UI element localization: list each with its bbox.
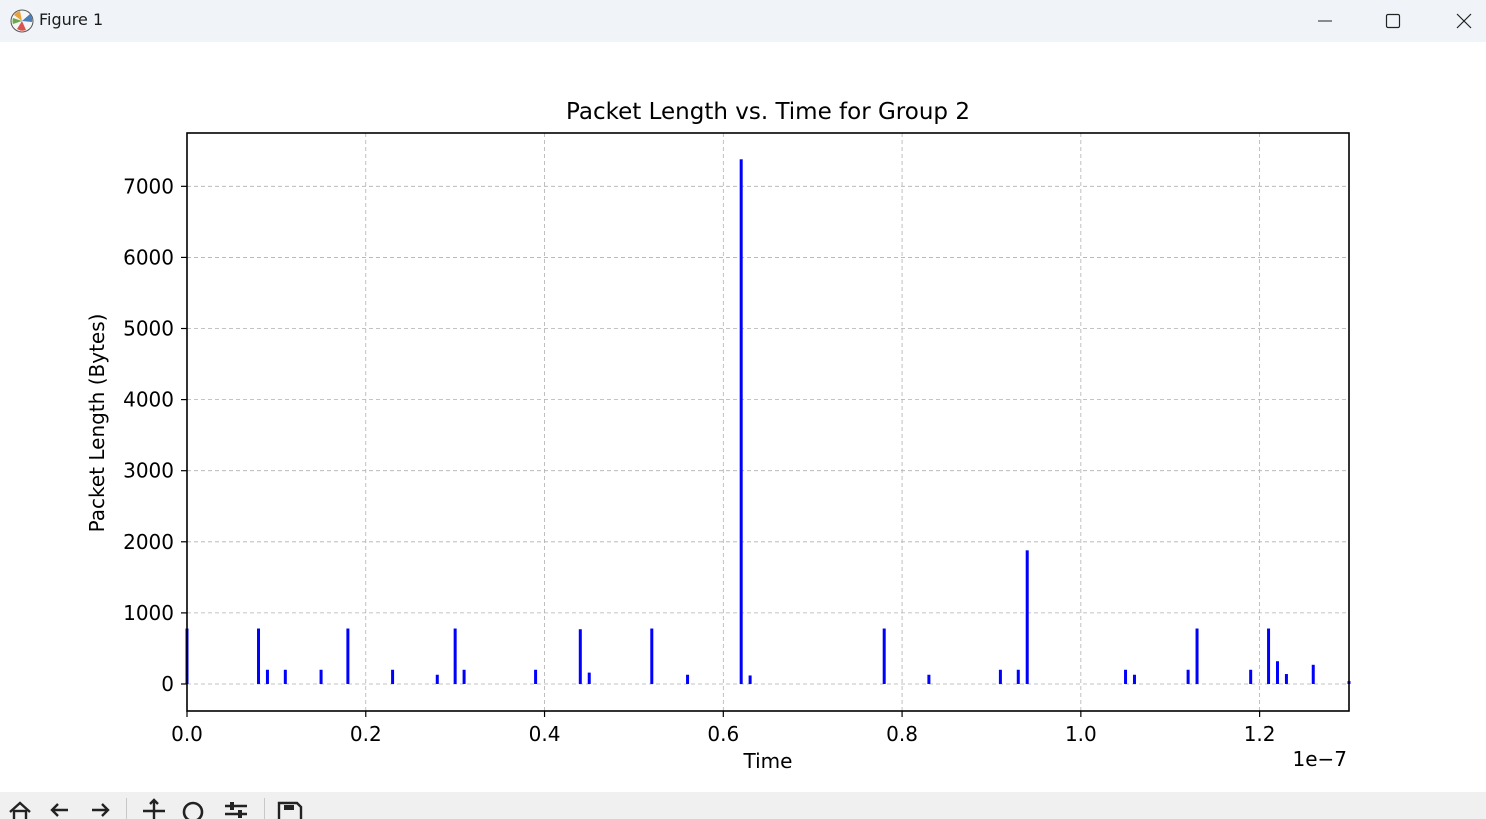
back-icon[interactable] bbox=[46, 798, 74, 819]
packet-bar bbox=[927, 674, 931, 684]
packet-bar bbox=[283, 669, 287, 684]
maximize-icon bbox=[1385, 13, 1401, 29]
chart-title: Packet Length vs. Time for Group 2 bbox=[566, 99, 970, 125]
packet-bar bbox=[578, 629, 582, 684]
y-tick-label: 0 bbox=[161, 672, 174, 696]
packet-bar bbox=[998, 669, 1002, 684]
packet-bar bbox=[1186, 669, 1190, 684]
packet-bar bbox=[534, 669, 538, 684]
minimize-icon bbox=[1318, 20, 1332, 22]
packet-bar bbox=[1124, 669, 1128, 684]
x-axis-label: Time bbox=[743, 749, 793, 773]
packet-bar bbox=[650, 628, 654, 684]
packet-bar bbox=[265, 669, 269, 684]
y-tick-label: 3000 bbox=[123, 459, 174, 483]
packet-bar bbox=[435, 674, 439, 684]
tick-layer: 0.0 0.2 0.4 0.6 0.8 1.0 1.2 0 1000 2000 3000 4000 50… bbox=[123, 174, 1275, 746]
grid-layer bbox=[186, 133, 1349, 711]
packet-bar bbox=[1275, 661, 1279, 684]
packet-bar bbox=[462, 669, 466, 684]
y-tick-label: 6000 bbox=[123, 245, 174, 269]
close-button[interactable] bbox=[1429, 0, 1486, 42]
packet-bar bbox=[1016, 669, 1020, 684]
window-title: Figure 1 bbox=[39, 10, 104, 29]
packet-bar bbox=[1025, 550, 1029, 684]
zoom-icon[interactable] bbox=[180, 798, 208, 819]
packet-bar bbox=[1311, 664, 1315, 684]
toolbar-separator bbox=[126, 798, 127, 819]
navigation-toolbar bbox=[0, 792, 1486, 819]
packet-bar bbox=[319, 669, 323, 684]
y-tick-label: 4000 bbox=[123, 388, 174, 412]
x-tick-label: 1.0 bbox=[1065, 722, 1097, 746]
figure-canvas[interactable]: 0.0 0.2 0.4 0.6 0.8 1.0 1.2 0 1000 2000 3000 4000 50… bbox=[0, 42, 1486, 792]
packet-bar bbox=[1249, 669, 1253, 684]
y-tick-label: 5000 bbox=[123, 317, 174, 341]
packet-bar bbox=[1195, 628, 1199, 684]
y-tick-label: 7000 bbox=[123, 174, 174, 198]
packet-bar bbox=[1267, 628, 1271, 684]
packet-bar bbox=[453, 628, 457, 684]
toolbar-separator bbox=[264, 798, 265, 819]
save-icon[interactable] bbox=[276, 798, 304, 819]
packet-bar bbox=[587, 672, 591, 684]
x-tick-label: 1.2 bbox=[1244, 722, 1276, 746]
packet-bar bbox=[1284, 674, 1288, 684]
axes-frame bbox=[186, 132, 1350, 712]
maximize-button[interactable] bbox=[1358, 0, 1428, 42]
minimize-button[interactable] bbox=[1290, 0, 1360, 42]
x-tick-label: 0.8 bbox=[886, 722, 918, 746]
packet-bar bbox=[739, 159, 743, 684]
y-tick-label: 2000 bbox=[123, 530, 174, 554]
y-tick-label: 1000 bbox=[123, 601, 174, 625]
packet-length-chart: 0.0 0.2 0.4 0.6 0.8 1.0 1.2 0 1000 2000 3000 4000 50… bbox=[85, 99, 1351, 773]
packet-bar bbox=[1132, 674, 1136, 684]
matplotlib-icon bbox=[10, 9, 34, 33]
packet-bar bbox=[748, 675, 752, 684]
packet-bar bbox=[686, 674, 690, 684]
bar-layer bbox=[185, 159, 1351, 684]
window-titlebar: Figure 1 bbox=[0, 0, 1486, 42]
packet-bar bbox=[257, 628, 261, 684]
x-tick-label: 0.6 bbox=[707, 722, 739, 746]
close-icon bbox=[1456, 13, 1472, 29]
y-axis-label: Packet Length (Bytes) bbox=[85, 314, 109, 533]
pan-icon[interactable] bbox=[140, 798, 168, 819]
packet-bar bbox=[882, 628, 886, 684]
x-tick-label: 0.4 bbox=[529, 722, 561, 746]
x-tick-label: 0.0 bbox=[171, 722, 203, 746]
packet-bar bbox=[391, 669, 395, 684]
x-tick-label: 0.2 bbox=[350, 722, 382, 746]
configure-subplots-icon[interactable] bbox=[222, 798, 250, 819]
forward-icon[interactable] bbox=[86, 798, 114, 819]
packet-bar bbox=[346, 628, 350, 684]
home-icon[interactable] bbox=[6, 798, 34, 819]
x-offset-text: 1e−7 bbox=[1292, 747, 1347, 771]
